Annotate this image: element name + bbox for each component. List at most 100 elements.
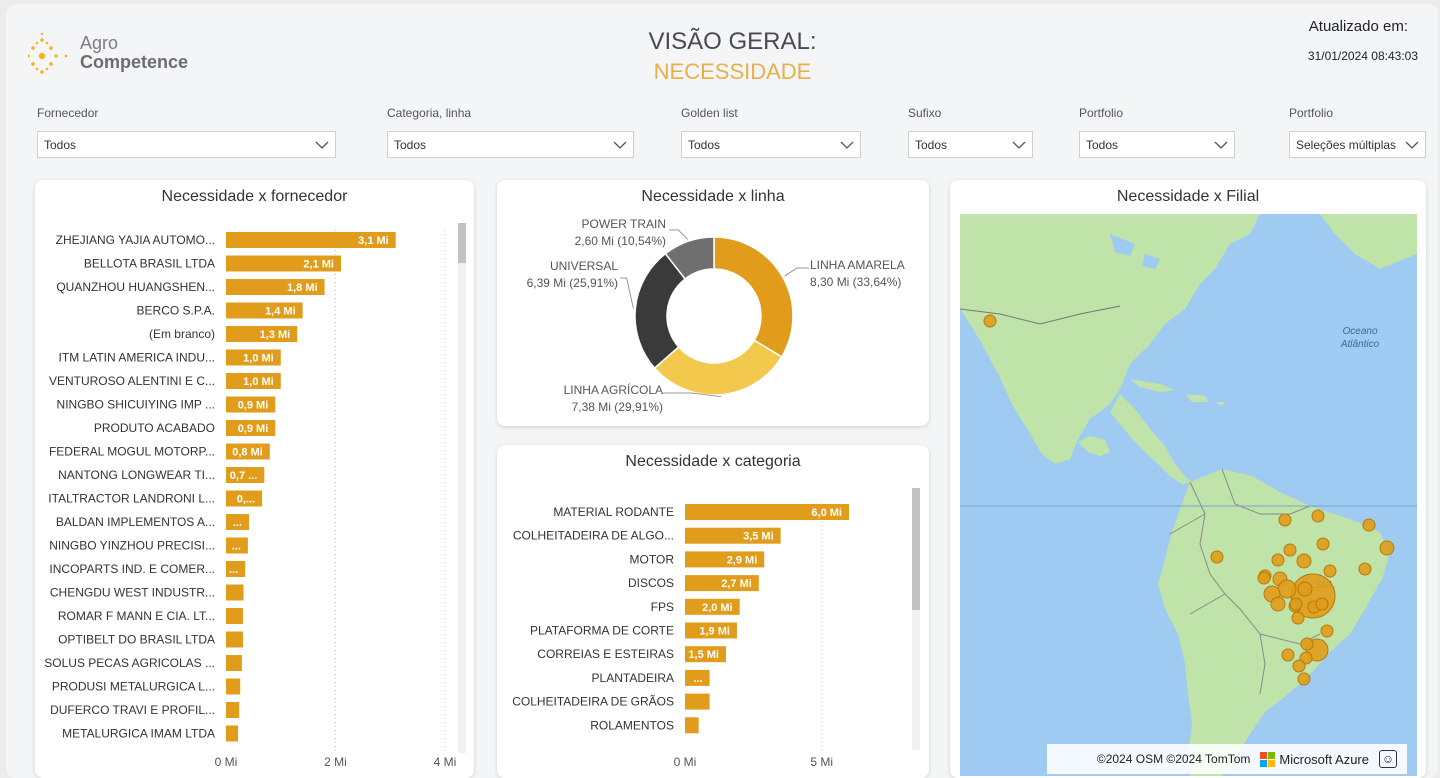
data-label: 1,3 Mi (260, 329, 291, 341)
category-label: PLATAFORMA DE CORTE (530, 624, 674, 638)
data-label: ... (233, 517, 242, 529)
category-label: QUANZHOU HUANGSHEN... (56, 280, 215, 294)
category-label: SOLUS PECAS AGRICOLAS ... (44, 656, 215, 670)
page-title: VISÃO GERAL: NECESSIDADE (560, 26, 905, 86)
data-label: 1,9 Mi (699, 626, 730, 638)
x-tick-label: 4 Mi (434, 755, 457, 769)
map-area[interactable]: Oceano Atlântico SUL (960, 214, 1417, 776)
filter-portfolio-2-dropdown[interactable]: Seleções múltiplas (1289, 131, 1426, 158)
filter-label: Sufixo (908, 106, 942, 120)
feedback-icon[interactable]: ☺ (1379, 750, 1397, 768)
bar (226, 584, 244, 601)
map-copyright: ©2024 OSM ©2024 TomTom (1096, 752, 1251, 766)
bar (226, 537, 248, 554)
updated-timestamp: 31/01/2024 08:43:03 (1307, 49, 1418, 63)
filter-fornecedor: Fornecedor Todos (37, 106, 336, 158)
category-label: PRODUSI METALURGICA L... (52, 680, 215, 694)
chevron-down-icon (1214, 141, 1228, 149)
bar (226, 655, 242, 671)
map-point (1297, 581, 1313, 597)
category-label: FEDERAL MOGUL MOTORP... (49, 445, 215, 459)
bar (226, 514, 249, 530)
category-label: BERCO S.P.A. (137, 304, 215, 318)
filter-value: Todos (394, 137, 427, 152)
category-label: FPS (651, 600, 674, 614)
data-label: 0,9 Mi (238, 423, 269, 435)
bar (685, 693, 710, 710)
bar (226, 232, 396, 248)
filter-portfolio-2: Portfolio Seleções múltiplas (1289, 106, 1426, 158)
map-attribution: ©2024 OSM ©2024 TomTom Microsoft Azure ☺ (1047, 744, 1407, 774)
map-point (1257, 571, 1271, 585)
x-tick-label: 0 Mi (215, 755, 238, 769)
filter-value: Todos (44, 137, 77, 152)
map-point (1277, 579, 1297, 599)
leader-line (620, 277, 634, 309)
page-title-main: VISÃO GERAL: (648, 28, 817, 55)
filter-sufixo-dropdown[interactable]: Todos (908, 131, 1033, 158)
map-point (1210, 550, 1224, 564)
category-label: BALDAN IMPLEMENTOS A... (56, 515, 215, 529)
data-label: ... (229, 564, 238, 576)
map-points[interactable] (983, 314, 1395, 686)
filter-categoria-dropdown[interactable]: Todos (387, 131, 634, 158)
category-label: DISCOS (628, 576, 674, 590)
map-point (1270, 596, 1286, 612)
slice-value: 6,39 Mi (25,91%) (527, 276, 618, 290)
chevron-down-icon (840, 141, 854, 149)
bar (226, 631, 243, 648)
data-label: 0,... (237, 494, 255, 506)
microsoft-icon (1260, 751, 1276, 767)
page-title-sub: NECESSIDADE (653, 59, 812, 84)
x-tick-label: 5 Mi (810, 755, 833, 769)
bar (685, 527, 781, 544)
map-point (1358, 562, 1372, 576)
sun-icon (26, 32, 68, 74)
data-label: 3,1 Mi (358, 235, 389, 247)
category-label: METALURGICA IMAM LTDA (62, 727, 215, 741)
map-point (1320, 624, 1334, 638)
chart-categoria: 0 Mi 5 Mi MATERIAL RODANTE 6,0 Mi COLHEITADE… (512, 488, 920, 769)
data-label: 6,0 Mi (811, 507, 842, 519)
filter-value: Todos (688, 137, 721, 152)
microsoft-azure-logo: Microsoft Azure (1260, 751, 1369, 767)
data-label: 1,0 Mi (243, 376, 274, 388)
filter-fornecedor-dropdown[interactable]: Todos (37, 131, 336, 158)
scrollbar-thumb (458, 223, 466, 263)
map-point (1300, 637, 1314, 651)
filter-golden-list-dropdown[interactable]: Todos (681, 131, 861, 158)
bar (226, 279, 325, 295)
chart-title: Necessidade x categoria (625, 453, 801, 470)
category-label: CHENGDU WEST INDUSTR... (50, 586, 215, 600)
bar (685, 504, 849, 520)
filter-portfolio-dropdown[interactable]: Todos (1079, 131, 1235, 158)
map-point (983, 314, 997, 328)
bar (685, 551, 765, 568)
bar (226, 349, 281, 366)
category-label: MOTOR (630, 552, 675, 566)
ocean-label: Oceano (1342, 326, 1377, 337)
map-provider: Microsoft Azure (1279, 751, 1369, 767)
map-point (1289, 597, 1303, 611)
category-label: OPTIBELT DO BRASIL LTDA (58, 633, 215, 647)
chevron-down-icon (613, 141, 627, 149)
donut-slice (653, 339, 783, 396)
x-tick-label: 0 Mi (674, 755, 697, 769)
bar (685, 598, 740, 615)
scrollbar-track (912, 488, 920, 750)
category-label: ITM LATIN AMERICA INDU... (59, 351, 215, 365)
bar (226, 302, 303, 319)
slice-value: 2,60 Mi (10,54%) (575, 234, 666, 248)
filter-label: Portfolio (1289, 106, 1334, 120)
bar (226, 467, 265, 483)
bar (685, 669, 710, 686)
chart-title: Necessidade x fornecedor (161, 188, 348, 205)
card-necessidade-fornecedor: Necessidade x fornecedor 0 Mi 2 Mi 4 Mi ZHE… (35, 180, 474, 778)
data-label: 1,5 Mi (688, 649, 719, 661)
bar (685, 575, 759, 592)
category-label: ITALTRACTOR LANDRONI L... (48, 492, 215, 506)
data-label: 1,4 Mi (265, 306, 296, 318)
map-point (1315, 597, 1329, 611)
category-label: INCOPARTS IND. E COMER... (49, 562, 215, 576)
category-label: ROMAR F MANN E CIA. LT... (58, 609, 215, 623)
